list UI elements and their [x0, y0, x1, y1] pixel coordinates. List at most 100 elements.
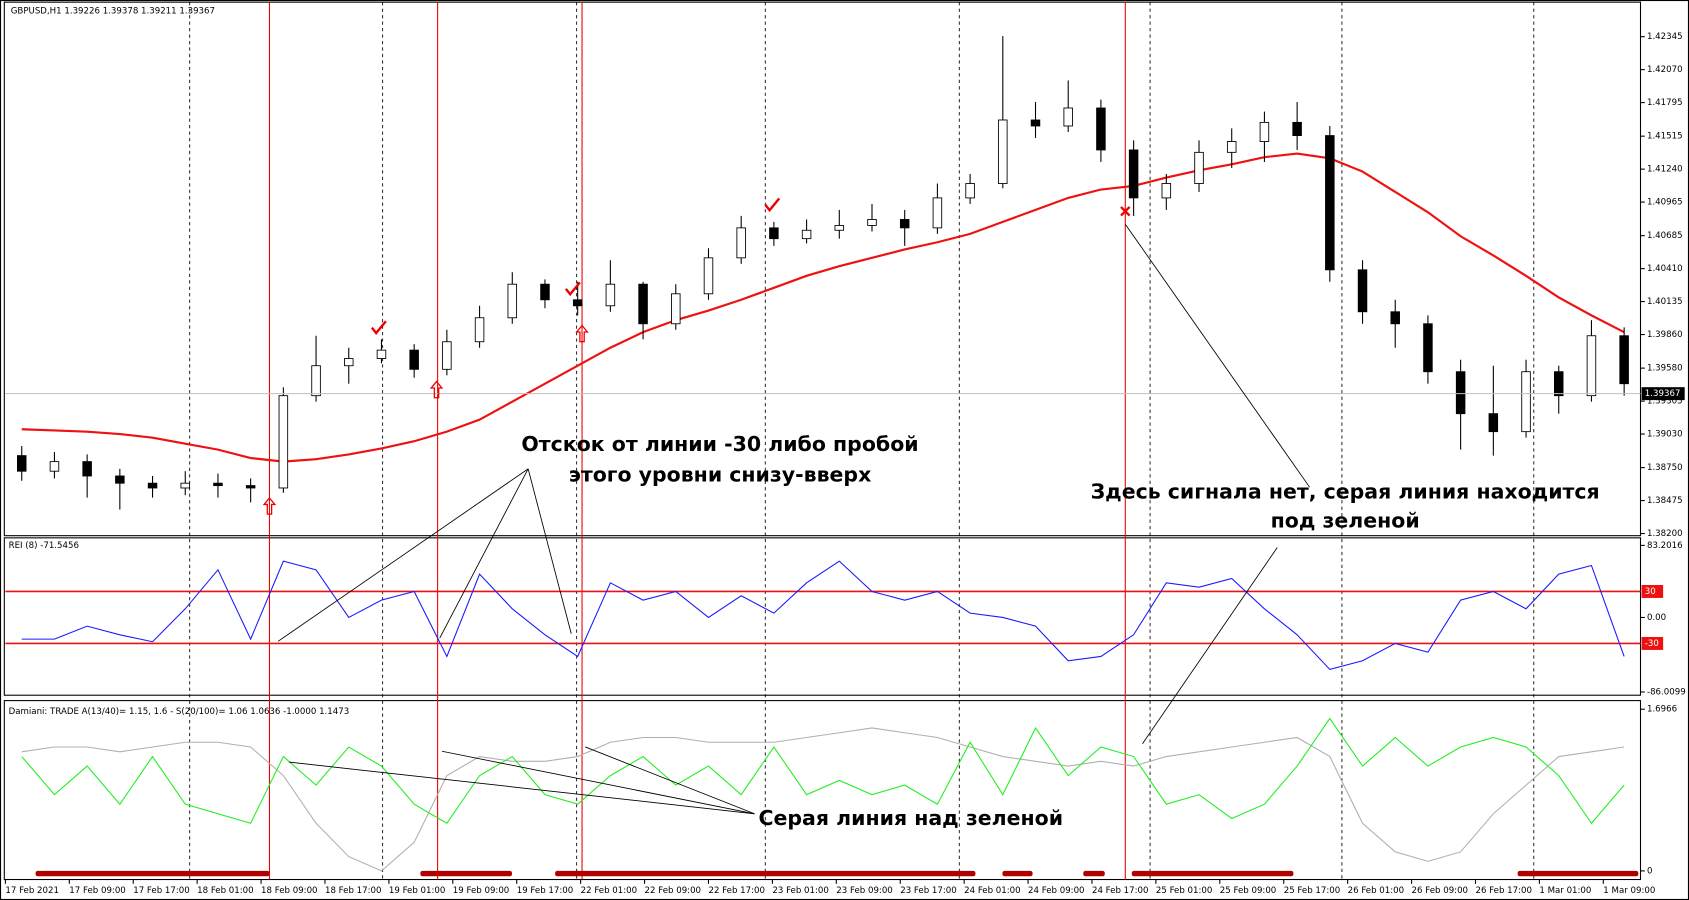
candle-body	[572, 299, 583, 307]
x-tick-label: 24 Feb 17:00	[1092, 886, 1148, 896]
indicator-title: REI (8) -71.5456	[9, 541, 79, 551]
candle-body	[932, 197, 943, 229]
y-tick-label: 0.00	[1647, 613, 1666, 623]
candle-body	[49, 461, 60, 472]
candle-body	[115, 475, 125, 484]
x-tick-label: 22 Feb 17:00	[708, 886, 764, 896]
x-tick-label: 18 Feb 01:00	[197, 886, 253, 896]
price-tag-box	[1641, 387, 1685, 401]
candle-body	[278, 395, 289, 489]
x-tick-label: 17 Feb 09:00	[69, 886, 125, 896]
candle-body	[1619, 335, 1629, 385]
y-tick-label: 1.41795	[1647, 98, 1683, 108]
x-tick-label: 1 Mar 01:00	[1539, 886, 1591, 896]
candle-body	[899, 219, 910, 229]
annotation: Отскок от линии -30 либо пробой	[521, 432, 918, 456]
candle-body	[1030, 119, 1041, 127]
annotation: этого уровни снизу-вверх	[569, 462, 872, 486]
level-tag: 30	[1645, 587, 1656, 597]
x-tick-label: 24 Feb 01:00	[964, 886, 1020, 896]
candle-body	[1194, 151, 1204, 184]
level-tag-box	[1641, 636, 1664, 650]
x-tick-label: 24 Feb 09:00	[1028, 886, 1084, 896]
x-tick-label: 18 Feb 09:00	[261, 886, 317, 896]
candle-body	[1423, 323, 1433, 373]
candle-body	[801, 229, 812, 240]
x-tick-label: 18 Feb 17:00	[325, 886, 381, 896]
candle-body	[638, 283, 648, 325]
annotation: Серая линия над зеленой	[759, 806, 1064, 830]
x-tick-label: 25 Feb 09:00	[1220, 886, 1276, 896]
y-tick-label: 1.38750	[1647, 463, 1683, 473]
candle-body	[703, 257, 714, 295]
x-tick-label: 23 Feb 17:00	[900, 886, 956, 896]
x-tick-label: 25 Feb 01:00	[1156, 886, 1212, 896]
y-tick-label: 1.39305	[1647, 397, 1683, 407]
y-tick-label: 1.38200	[1647, 529, 1683, 539]
series-line	[21, 727, 1625, 872]
y-tick-label: 1.41240	[1647, 165, 1683, 175]
y-tick-label: 1.38475	[1647, 496, 1683, 506]
x-tick-label: 26 Feb 17:00	[1475, 886, 1531, 896]
rei-panel	[3, 537, 1642, 696]
y-tick-label: 1.39860	[1647, 330, 1683, 340]
candle-body	[82, 461, 92, 477]
candle-body	[1292, 121, 1302, 137]
x-tick-label: 19 Feb 01:00	[389, 886, 445, 896]
y-tick-label: 83.2016	[1647, 541, 1683, 551]
x-tick-label: 17 Feb 17:00	[133, 886, 189, 896]
candle-body	[998, 119, 1008, 184]
x-tick-label: 19 Feb 09:00	[453, 886, 509, 896]
y-tick-label: -86.0099	[1647, 687, 1686, 697]
indicator-title: Damiani: TRADE A(13/40)= 1.15, 1.6 - S(2…	[9, 707, 350, 717]
candle-body	[540, 283, 550, 301]
x-tick-label: 22 Feb 09:00	[645, 886, 701, 896]
x-tick-label: 23 Feb 09:00	[836, 886, 892, 896]
annotation: под зеленой	[1271, 509, 1420, 533]
candle-body	[245, 485, 256, 489]
candle-body	[965, 183, 975, 199]
x-tick-label: 22 Feb 01:00	[581, 886, 637, 896]
x-tick-label: 26 Feb 01:00	[1348, 886, 1404, 896]
candle-body	[409, 349, 419, 370]
candle-body	[311, 365, 321, 397]
signal-bars	[35, 870, 1639, 877]
series-line	[21, 152, 1625, 463]
y-tick-label: 1.42345	[1647, 32, 1683, 42]
candle-body	[16, 455, 27, 472]
plots: 1.39367 1.42345 1.42070 1.41795 1.41515 1.412…	[4, 32, 1686, 896]
y-tick-label: 1.39030	[1647, 430, 1683, 440]
candle-body	[1521, 371, 1531, 433]
candle-body	[507, 283, 518, 319]
check-marks	[370, 197, 1131, 335]
y-tick-label: 1.40965	[1647, 198, 1683, 208]
buy-arrows	[262, 324, 589, 515]
symbol-header: GBPUSD,H1 1.39226 1.39378 1.39211 1.3936…	[11, 6, 215, 16]
x-tick-label: 26 Feb 09:00	[1412, 886, 1468, 896]
candle-body	[1488, 413, 1499, 433]
x-tick-label: 17 Feb 2021	[5, 886, 59, 896]
candle-body	[1063, 107, 1073, 127]
damiani-panel	[3, 700, 1642, 881]
candle-body	[867, 219, 877, 226]
candle-body	[671, 293, 681, 325]
y-tick-label: 0	[1647, 866, 1652, 876]
x-tick-label: 19 Feb 17:00	[517, 886, 573, 896]
candle-body	[605, 283, 616, 307]
y-tick-label: 1.40410	[1647, 264, 1683, 274]
pointer-lines	[277, 223, 1310, 815]
series-line	[21, 717, 1625, 825]
candle-body	[442, 341, 452, 370]
candle-body	[1096, 107, 1106, 151]
x-tick-label: 25 Feb 17:00	[1284, 886, 1340, 896]
candle-body	[1586, 335, 1597, 397]
candle-body	[736, 227, 746, 259]
candle-body	[834, 225, 845, 231]
candle-body	[474, 317, 485, 343]
y-tick-label: 1.40685	[1647, 231, 1683, 241]
candle-body	[1128, 149, 1139, 199]
x-tick-label: 1 Mar 09:00	[1603, 886, 1655, 896]
candle-body	[1455, 371, 1466, 415]
